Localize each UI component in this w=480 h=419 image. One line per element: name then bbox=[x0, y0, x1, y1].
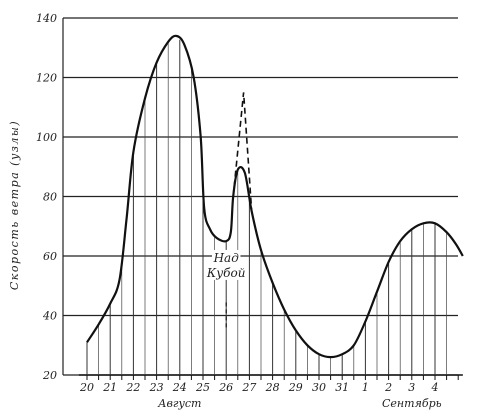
gridlines bbox=[62, 17, 458, 376]
x-tick-labels: 20 21 22 23 24 25 26 27 28 29 30 31 1 2 3 4 bbox=[79, 381, 439, 394]
x-tick-label-31: 31 bbox=[335, 381, 349, 394]
y-tick-label-100: 100 bbox=[36, 131, 57, 144]
series-lines bbox=[86, 34, 464, 359]
wind-speed-line bbox=[86, 34, 464, 359]
annotation-text: Над bbox=[213, 251, 240, 265]
y-tick-label-20: 20 bbox=[42, 369, 57, 382]
x-tick-label-22: 22 bbox=[125, 381, 140, 394]
vertical-drop-lines bbox=[86, 39, 447, 375]
y-tick-label-140: 140 bbox=[36, 12, 57, 25]
month-labels: Август Сентябрь bbox=[157, 397, 441, 410]
wind-speed-dashed-peak bbox=[232, 92, 253, 212]
month-label: Август bbox=[157, 397, 201, 410]
y-tick-label-120: 120 bbox=[36, 72, 57, 85]
x-tick-label-23: 23 bbox=[149, 381, 164, 394]
x-tick-label-4: 4 bbox=[431, 381, 439, 394]
x-tick-label-28: 28 bbox=[265, 381, 280, 394]
x-tick-label-25: 25 bbox=[195, 381, 210, 394]
annotation-text: Кубой bbox=[206, 266, 246, 280]
x-tick-label-3: 3 bbox=[408, 381, 415, 394]
annotation-bg bbox=[211, 249, 241, 265]
x-tick-label-1: 1 bbox=[362, 381, 369, 394]
y-tick-label-60: 60 bbox=[43, 250, 57, 263]
x-tick-label-30: 30 bbox=[312, 381, 326, 394]
x-tick-label-24: 24 bbox=[172, 381, 187, 394]
x-tick-label-20: 20 bbox=[79, 381, 94, 394]
x-tick-label-27: 27 bbox=[241, 381, 256, 394]
x-tick-label-21: 21 bbox=[102, 381, 117, 394]
x-tick-label-26: 26 bbox=[218, 381, 233, 394]
y-tick-label-80: 80 bbox=[43, 191, 57, 204]
y-tick-label-40: 40 bbox=[42, 310, 57, 323]
x-tick-label-2: 2 bbox=[384, 381, 392, 394]
annotation-bg bbox=[204, 264, 248, 280]
x-tick-label-29: 29 bbox=[288, 381, 303, 394]
x-tick-marks bbox=[78, 374, 463, 380]
month-label: Сентябрь bbox=[382, 397, 442, 410]
y-axis-label: Скорость ветра (узлы) bbox=[8, 120, 21, 290]
y-tick-labels: 20 40 60 80 100 120 140 bbox=[36, 12, 57, 382]
